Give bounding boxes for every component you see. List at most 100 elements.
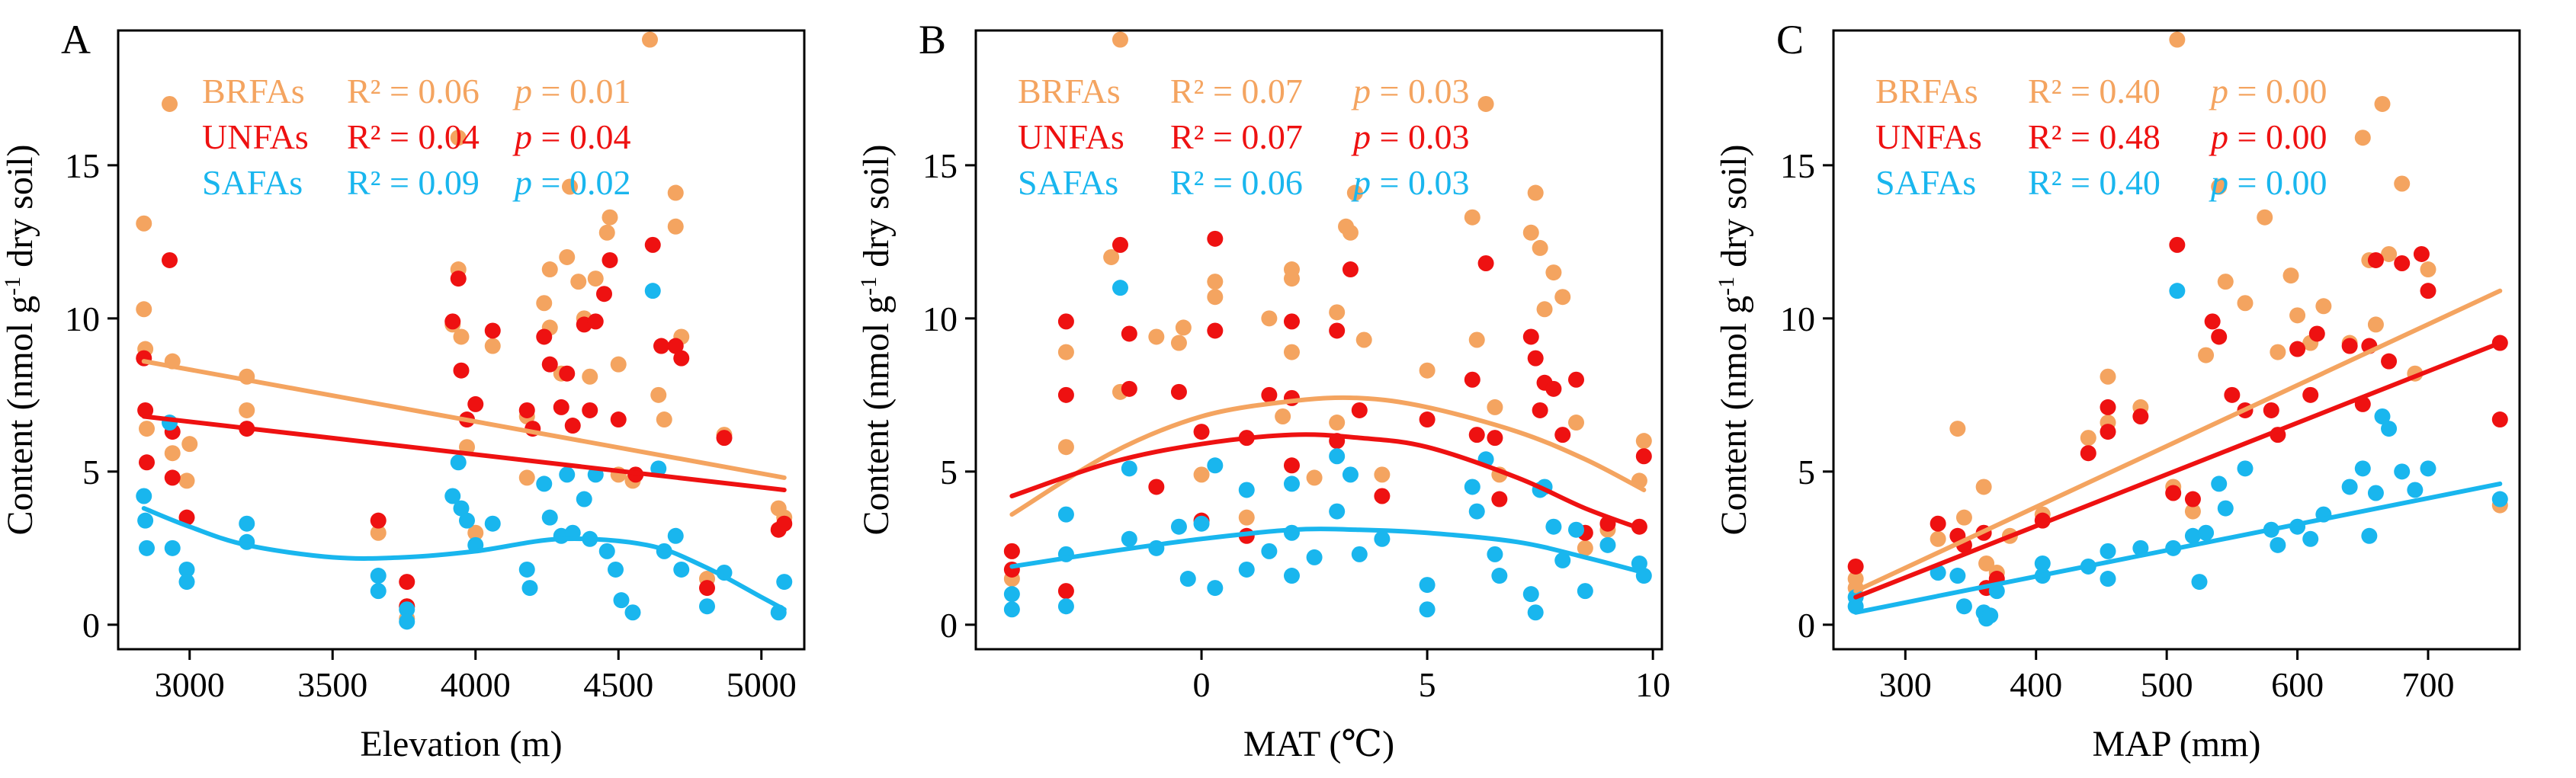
annotation-p: p = 0.01 <box>512 72 630 110</box>
p-symbol: p <box>2209 72 2228 110</box>
data-point <box>1419 411 1436 428</box>
data-point <box>1955 509 1972 526</box>
data-point <box>2100 399 2116 415</box>
p-symbol: p <box>1351 72 1371 110</box>
data-point <box>1306 549 1323 565</box>
fit-line-unfas <box>1009 432 1647 533</box>
data-point <box>2308 325 2325 342</box>
data-point <box>2420 283 2436 299</box>
data-point <box>1103 248 1120 265</box>
data-point <box>1148 479 1165 495</box>
data-point <box>1329 304 1346 321</box>
y-tick-label: 10 <box>922 299 958 338</box>
fit-line-brfas <box>1009 395 1647 517</box>
y-tick-label: 15 <box>922 146 958 185</box>
annotation-r2: R² = 0.09 <box>347 163 480 202</box>
y-tick-label: 0 <box>940 606 958 645</box>
x-tick-label: 10 <box>1635 665 1670 704</box>
data-point <box>444 313 461 330</box>
data-point <box>650 460 667 477</box>
data-point <box>2204 313 2221 330</box>
data-point <box>1355 331 1372 348</box>
data-point <box>2132 408 2149 424</box>
data-point <box>484 515 501 532</box>
data-point <box>2302 386 2319 403</box>
data-point <box>2237 295 2254 312</box>
annotation-p: p = 0.03 <box>1351 163 1469 202</box>
annotation-series-name: SAFAs <box>1875 163 1976 202</box>
data-point <box>1329 503 1346 520</box>
data-point <box>1554 289 1571 306</box>
data-point <box>2237 460 2254 477</box>
data-point <box>601 209 618 226</box>
data-point <box>570 274 587 290</box>
data-point <box>598 543 615 559</box>
data-point <box>1568 371 1584 388</box>
fit-line-safas <box>141 506 787 612</box>
data-point <box>1351 402 1368 418</box>
panel-label: C <box>1776 17 1804 62</box>
panel-B: B 0 5 10 0 5 10 15 MAT (℃) Content (nmol g-1 dry … <box>856 17 1671 764</box>
x-axis-label: MAT (℃) <box>1243 724 1394 764</box>
data-point <box>1554 427 1571 443</box>
unit-superscript: -1 <box>0 277 25 296</box>
data-point <box>1238 561 1255 578</box>
y-tick-label: 10 <box>1780 299 1815 338</box>
data-point <box>239 402 255 418</box>
annotation-r2: R² = 0.40 <box>2028 72 2161 110</box>
data-point <box>1112 236 1128 253</box>
data-point <box>1207 289 1224 306</box>
data-point <box>2361 527 2378 544</box>
data-point <box>1468 503 1485 520</box>
data-point <box>2169 283 2186 299</box>
data-point <box>582 402 598 418</box>
data-point <box>1568 521 1584 538</box>
data-point <box>178 509 195 526</box>
data-point <box>1468 427 1485 443</box>
data-point <box>1487 430 1503 447</box>
series-brfas <box>1847 31 2508 597</box>
data-point <box>1283 271 1300 287</box>
data-point <box>559 466 576 483</box>
y-axis-label: Content (nmol g-1 dry soil) <box>0 145 40 536</box>
data-point <box>399 613 415 630</box>
y-tick-label: 10 <box>65 299 100 338</box>
data-point <box>716 430 733 447</box>
data-point <box>644 236 661 253</box>
data-point <box>1121 325 1137 342</box>
p-symbol: p <box>2209 163 2228 202</box>
data-point <box>1275 408 1291 424</box>
data-point <box>2381 245 2398 262</box>
data-point <box>370 583 387 600</box>
data-point <box>1057 313 1074 330</box>
data-point <box>1112 31 1128 48</box>
data-point <box>181 436 198 453</box>
annotation-safas: SAFAs R² = 0.06 p = 0.03 <box>1018 163 1469 202</box>
data-point <box>559 248 576 265</box>
annotation-brfas: BRFAs R² = 0.06 p = 0.01 <box>202 72 630 110</box>
data-point <box>239 515 255 532</box>
data-point <box>2100 571 2116 588</box>
data-point <box>1238 482 1255 498</box>
data-point <box>650 386 667 403</box>
data-point <box>2354 460 2371 477</box>
data-point <box>2034 555 2051 571</box>
data-point <box>1577 583 1593 600</box>
data-point <box>1419 577 1436 594</box>
data-point <box>164 445 181 462</box>
data-point <box>178 574 195 591</box>
data-point <box>2270 536 2286 553</box>
data-point <box>576 491 592 507</box>
data-point <box>1522 586 1539 603</box>
data-point <box>2080 445 2096 462</box>
data-point <box>162 95 178 112</box>
y-axis-label: Content (nmol g-1 dry soil) <box>856 145 897 536</box>
data-point <box>453 362 470 379</box>
y-tick-label: 5 <box>940 453 958 491</box>
data-point <box>1342 466 1359 483</box>
annotation-r2: R² = 0.07 <box>1170 117 1303 156</box>
data-point <box>1207 230 1224 247</box>
data-point <box>587 313 604 330</box>
data-point <box>1635 448 1652 465</box>
